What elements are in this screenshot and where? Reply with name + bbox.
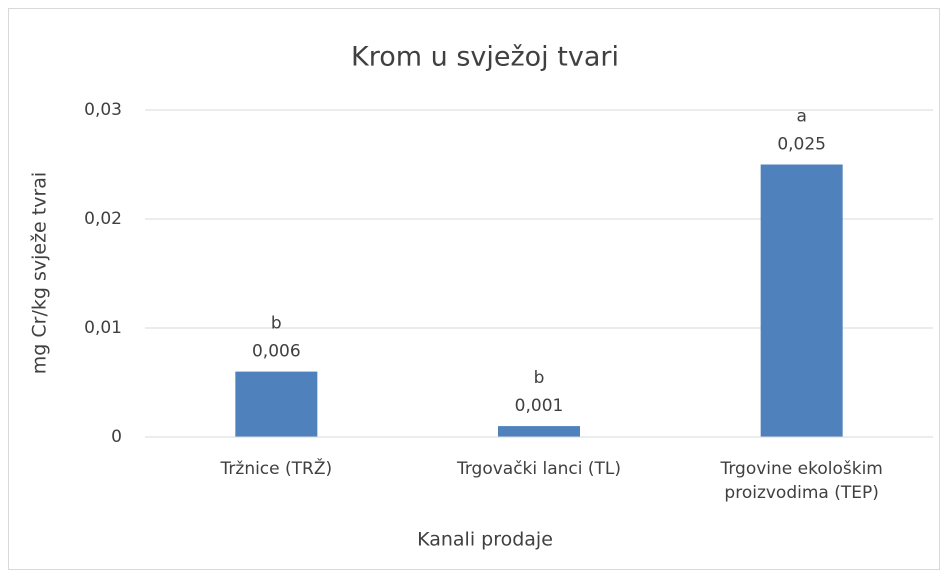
- significance-letter: b: [534, 368, 545, 388]
- chart-title: Krom u svježoj tvari: [351, 42, 619, 73]
- significance-letter: b: [271, 314, 282, 334]
- x-tick-label: Trgovački lanci (TL): [456, 459, 622, 479]
- y-tick-label: 0,03: [84, 100, 122, 120]
- data-label: 0,001: [515, 396, 564, 416]
- y-axis-title: mg Cr/kg svježe tvrai: [29, 172, 51, 374]
- x-tick-label: Tržnice (TRŽ): [220, 459, 333, 479]
- data-label: 0,006: [252, 342, 301, 362]
- bar: [235, 371, 318, 437]
- bar: [760, 164, 843, 437]
- y-tick-label: 0,02: [84, 209, 122, 229]
- significance-letter: a: [796, 107, 806, 127]
- y-tick-label: 0: [111, 427, 122, 447]
- data-label: 0,025: [777, 135, 826, 155]
- x-axis-title: Kanali prodaje: [417, 529, 553, 551]
- y-tick-label: 0,01: [84, 318, 122, 338]
- x-tick-label: Trgovine ekološkim proizvodima (TEP): [720, 459, 883, 503]
- bar: [498, 426, 580, 437]
